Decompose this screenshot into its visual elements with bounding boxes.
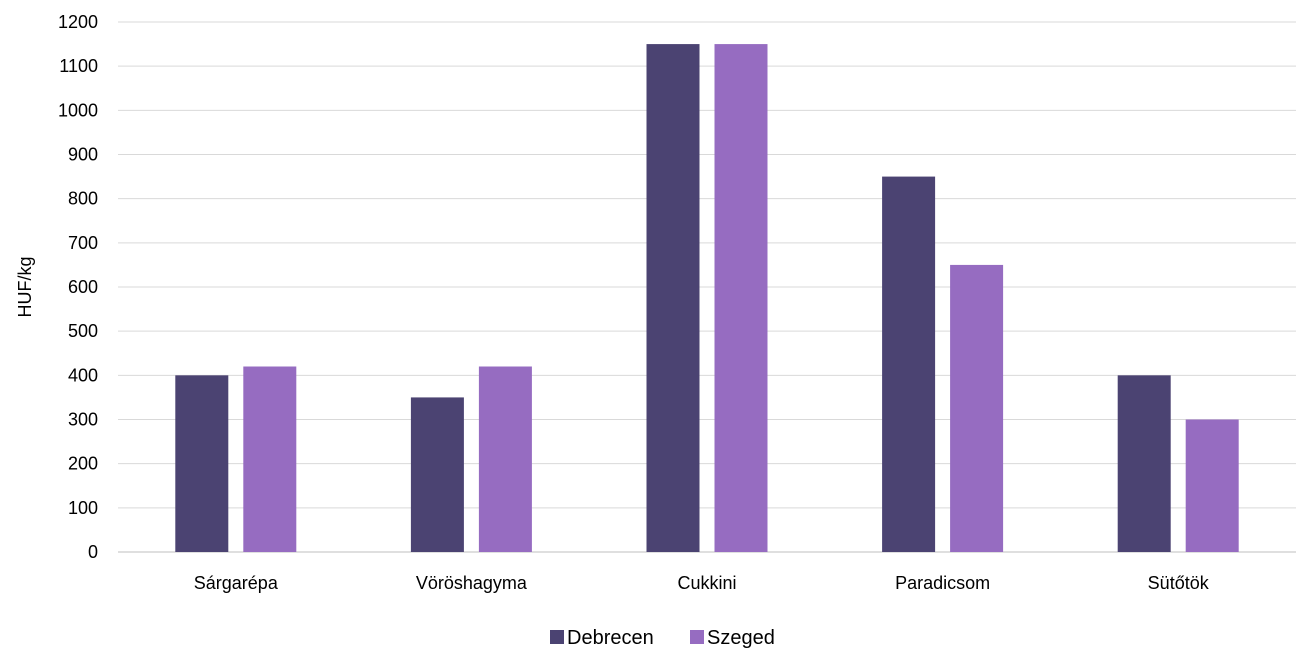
bar-szeged-4 <box>950 264 1004 552</box>
x-tick-label: Vöröshagyma <box>416 573 528 593</box>
y-tick-label: 700 <box>68 233 98 253</box>
y-tick-label: 1100 <box>59 56 98 76</box>
y-tick-label: 300 <box>68 410 98 430</box>
y-axis-title: HUF/kg <box>15 256 35 317</box>
bar-szeged-1 <box>243 366 297 552</box>
y-tick-label: 900 <box>68 145 98 165</box>
legend-label-szeged: Szeged <box>707 627 775 649</box>
gridlines <box>118 21 1296 553</box>
y-tick-label: 100 <box>68 498 98 518</box>
y-tick-label: 200 <box>68 454 98 474</box>
y-tick-label: 1200 <box>58 12 98 32</box>
x-tick-label: Sárgarépa <box>194 573 279 593</box>
x-tick-label: Cukkini <box>677 573 736 593</box>
y-tick-label: 0 <box>88 542 98 562</box>
x-tick-label: Sütőtök <box>1148 573 1210 593</box>
bar-szeged-5 <box>1185 419 1239 552</box>
legend-label-debrecen: Debrecen <box>567 627 654 649</box>
legend: Debrecen Szeged <box>550 627 775 649</box>
bar-debrecen-5 <box>1117 375 1171 552</box>
y-tick-label: 800 <box>68 189 98 209</box>
y-tick-label: 1000 <box>58 100 98 120</box>
x-axis-tick-labels: Sárgarépa Vöröshagyma Cukkini Paradicsom Süt… <box>194 573 1210 593</box>
y-tick-label: 600 <box>68 277 98 297</box>
legend-swatch-szeged <box>690 630 704 644</box>
bar-debrecen-1 <box>175 375 229 552</box>
legend-swatch-debrecen <box>550 630 564 644</box>
bar-debrecen-2 <box>410 397 464 552</box>
bar-debrecen-3 <box>646 44 700 552</box>
y-axis-tick-labels: 0 100 200 300 400 500 600 700 800 900 1000 1100 1200 <box>58 12 98 562</box>
bar-szeged-2 <box>478 366 532 552</box>
bars <box>175 44 1239 553</box>
bar-debrecen-4 <box>882 176 936 553</box>
y-tick-label: 400 <box>68 365 98 385</box>
x-tick-label: Paradicsom <box>895 573 990 593</box>
y-tick-label: 500 <box>68 321 98 341</box>
bar-szeged-3 <box>714 44 768 552</box>
